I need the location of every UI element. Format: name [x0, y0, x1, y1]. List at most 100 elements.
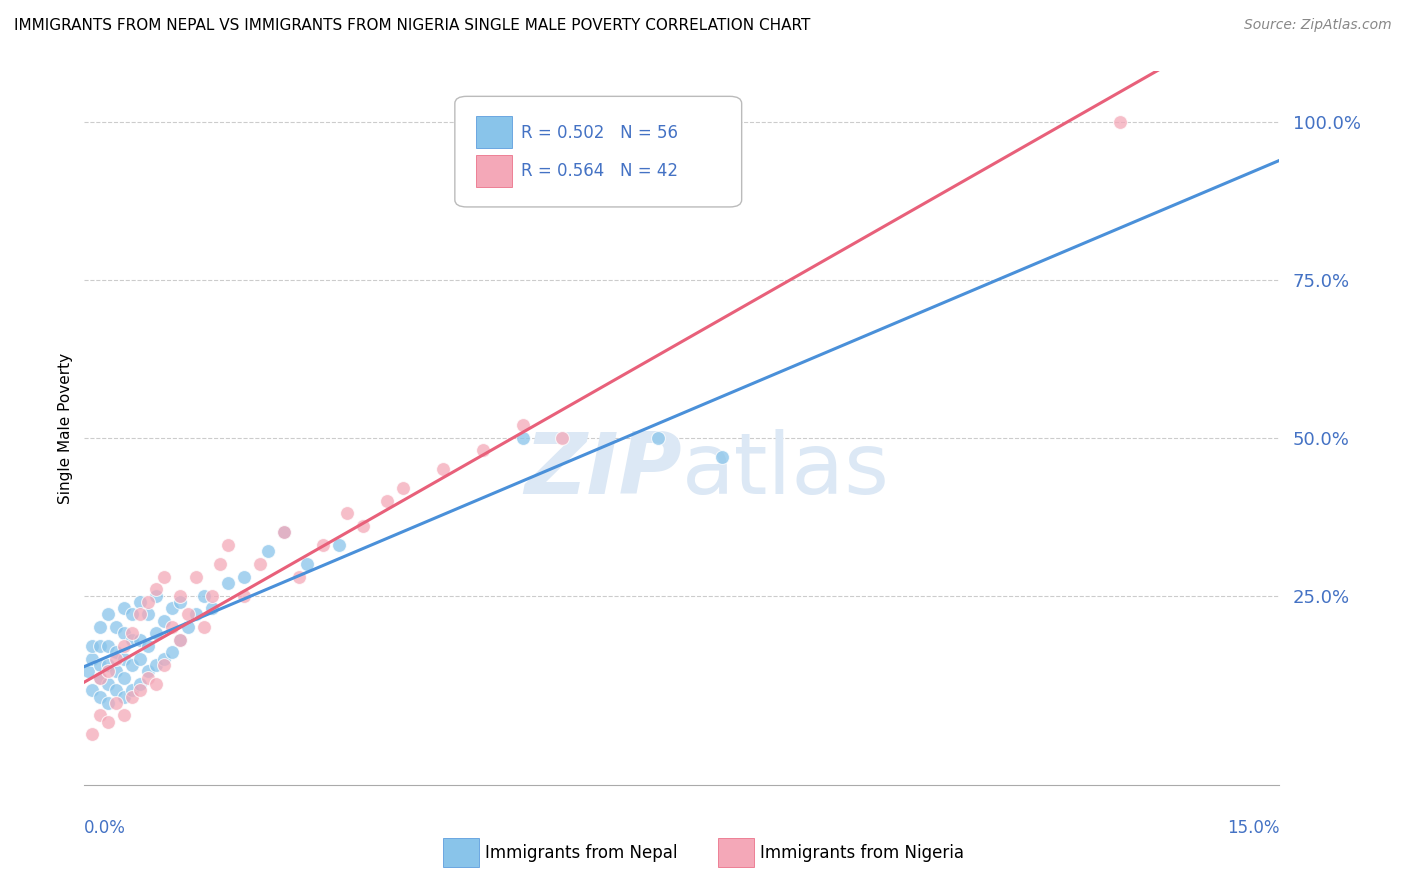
Point	[145, 582, 167, 597]
Point	[97, 696, 120, 710]
Point	[352, 519, 374, 533]
Point	[471, 443, 494, 458]
Point	[1109, 115, 1132, 129]
Point	[105, 651, 128, 665]
Point	[710, 450, 733, 464]
Point	[129, 677, 152, 691]
Point	[112, 626, 135, 640]
Point	[232, 569, 254, 583]
Point	[89, 657, 111, 672]
Point	[121, 690, 143, 704]
Y-axis label: Single Male Poverty: Single Male Poverty	[58, 352, 73, 504]
Point	[432, 462, 454, 476]
Point	[160, 601, 183, 615]
Point	[97, 714, 120, 729]
Point	[232, 589, 254, 603]
Text: Immigrants from Nigeria: Immigrants from Nigeria	[759, 844, 963, 862]
Point	[201, 589, 224, 603]
Point	[89, 708, 111, 723]
FancyBboxPatch shape	[718, 838, 754, 867]
Point	[208, 557, 231, 571]
Text: ZIP: ZIP	[524, 429, 682, 513]
FancyBboxPatch shape	[443, 838, 479, 867]
Point	[136, 639, 159, 653]
Point	[217, 538, 239, 552]
Point	[97, 665, 120, 679]
Point	[82, 683, 104, 698]
FancyBboxPatch shape	[456, 96, 742, 207]
Point	[129, 632, 152, 647]
Point	[169, 632, 191, 647]
Point	[89, 671, 111, 685]
Point	[153, 657, 176, 672]
Point	[177, 607, 200, 622]
Point	[169, 589, 191, 603]
Point	[392, 481, 415, 495]
Point	[145, 657, 167, 672]
Point	[136, 665, 159, 679]
Point	[160, 620, 183, 634]
Point	[121, 626, 143, 640]
Point	[121, 632, 143, 647]
Point	[273, 525, 295, 540]
Point	[129, 651, 152, 665]
FancyBboxPatch shape	[477, 116, 512, 148]
Text: atlas: atlas	[682, 429, 890, 513]
Point	[121, 607, 143, 622]
Point	[169, 632, 191, 647]
Point	[217, 575, 239, 590]
Point	[89, 690, 111, 704]
Text: 15.0%: 15.0%	[1227, 819, 1279, 837]
Point	[312, 538, 335, 552]
Point	[77, 665, 100, 679]
Point	[121, 657, 143, 672]
Point	[273, 525, 295, 540]
Point	[97, 639, 120, 653]
Text: IMMIGRANTS FROM NEPAL VS IMMIGRANTS FROM NIGERIA SINGLE MALE POVERTY CORRELATION: IMMIGRANTS FROM NEPAL VS IMMIGRANTS FROM…	[14, 18, 810, 33]
Point	[184, 569, 207, 583]
Point	[112, 708, 135, 723]
Point	[105, 665, 128, 679]
Point	[184, 607, 207, 622]
FancyBboxPatch shape	[477, 155, 512, 187]
Point	[112, 671, 135, 685]
Point	[193, 620, 215, 634]
Point	[647, 431, 669, 445]
Point	[177, 620, 200, 634]
Point	[153, 614, 176, 628]
Point	[112, 601, 135, 615]
Point	[145, 626, 167, 640]
Point	[105, 645, 128, 659]
Point	[193, 589, 215, 603]
Point	[201, 601, 224, 615]
Point	[169, 595, 191, 609]
Point	[89, 620, 111, 634]
Point	[112, 639, 135, 653]
Point	[136, 607, 159, 622]
Point	[256, 544, 278, 558]
Point	[129, 607, 152, 622]
Point	[145, 589, 167, 603]
Point	[129, 683, 152, 698]
Point	[97, 607, 120, 622]
Point	[112, 690, 135, 704]
Point	[136, 671, 159, 685]
Point	[82, 639, 104, 653]
Point	[160, 645, 183, 659]
Point	[551, 431, 574, 445]
Point	[336, 507, 359, 521]
Point	[105, 620, 128, 634]
Point	[82, 651, 104, 665]
Point	[121, 683, 143, 698]
Point	[129, 595, 152, 609]
Point	[512, 431, 534, 445]
Point	[82, 727, 104, 741]
Point	[97, 677, 120, 691]
Point	[112, 651, 135, 665]
Point	[89, 671, 111, 685]
Point	[97, 657, 120, 672]
Point	[297, 557, 319, 571]
Text: R = 0.502   N = 56: R = 0.502 N = 56	[520, 124, 678, 142]
Point	[328, 538, 350, 552]
Text: Immigrants from Nepal: Immigrants from Nepal	[485, 844, 678, 862]
